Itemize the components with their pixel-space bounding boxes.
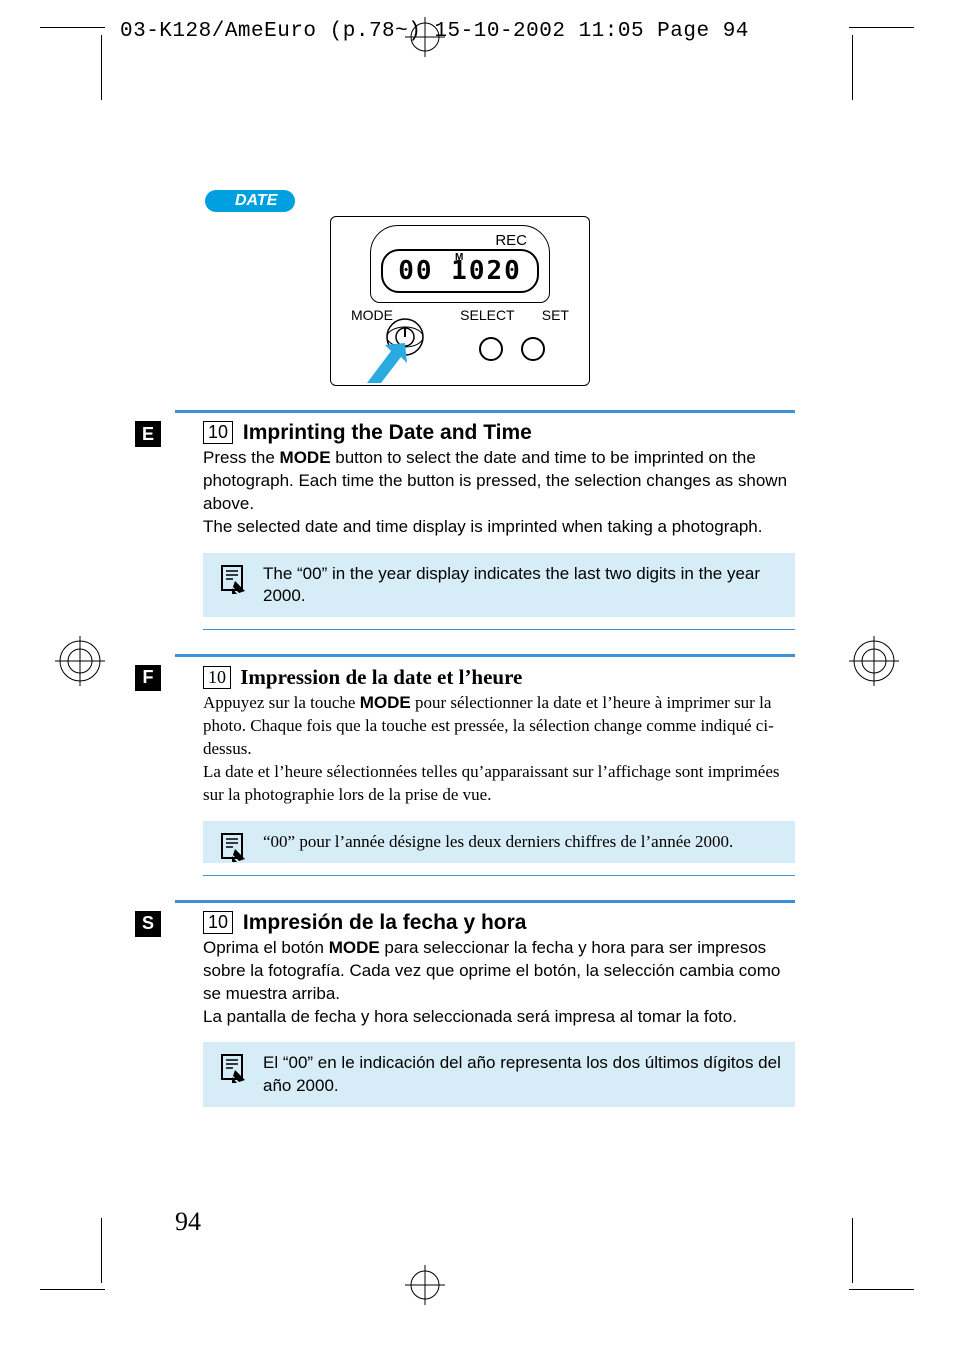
lcd-panel: REC M ' 00 1020 — [370, 225, 550, 303]
lcd-display: M ' 00 1020 — [381, 249, 539, 293]
registration-mark-left — [55, 636, 105, 686]
crop-mark — [40, 1289, 105, 1290]
step-number: 10 — [203, 911, 233, 934]
lcd-tick: ' — [401, 262, 403, 272]
crop-mark — [40, 27, 105, 28]
section-divider — [203, 875, 795, 876]
section-s: S10 Impresión de la fecha y horaOprima e… — [175, 900, 795, 1107]
section-e: E10 Imprinting the Date and TimePress th… — [175, 410, 795, 630]
page-number: 94 — [175, 1207, 201, 1237]
registration-mark-top — [405, 17, 445, 57]
set-button — [521, 337, 545, 361]
section-f: F10 Impression de la date et l’heureAppu… — [175, 654, 795, 876]
registration-mark-right — [849, 636, 899, 686]
section-heading: 10 Impresión de la fecha y hora — [203, 911, 795, 935]
crop-mark — [849, 27, 914, 28]
note-icon — [219, 563, 249, 603]
crop-mark — [101, 35, 102, 100]
crop-mark — [101, 1218, 102, 1283]
select-button — [479, 337, 503, 361]
note-box: El “00” en le indicación del año represe… — [203, 1042, 795, 1106]
button-circles — [389, 337, 545, 361]
section-body: Oprima el botón MODE para seleccionar la… — [203, 937, 795, 1029]
set-label: SET — [542, 307, 569, 323]
date-pill: DATE — [205, 190, 295, 212]
note-text: “00” pour l’année désigne les deux derni… — [263, 832, 733, 851]
lcd-m-indicator: M — [455, 252, 463, 263]
button-labels: MODE SELECT SET — [343, 307, 577, 323]
lang-badge: F — [135, 665, 161, 691]
section-body: Press the MODE button to select the date… — [203, 447, 795, 539]
note-box: “00” pour l’année désigne les deux derni… — [203, 821, 795, 863]
note-icon — [219, 1052, 249, 1092]
lang-badge: S — [135, 911, 161, 937]
crop-mark — [852, 35, 853, 100]
lang-badge: E — [135, 421, 161, 447]
page-content: DATE REC M ' 00 1020 MODE SELECT SET — [175, 190, 795, 1107]
select-label: SELECT — [460, 307, 514, 323]
registration-mark-bottom — [405, 1265, 445, 1305]
note-icon — [219, 831, 249, 871]
rec-label: REC — [381, 232, 527, 249]
section-heading: 10 Imprinting the Date and Time — [203, 421, 795, 445]
section-divider — [203, 629, 795, 630]
note-box: The “00” in the year display indicates t… — [203, 553, 795, 617]
note-text: El “00” en le indicación del año represe… — [263, 1053, 781, 1094]
note-text: The “00” in the year display indicates t… — [263, 564, 760, 605]
crop-mark — [849, 1289, 914, 1290]
step-number: 10 — [203, 421, 233, 444]
step-number: 10 — [203, 666, 231, 689]
section-body: Appuyez sur la touche MODE pour sélectio… — [203, 692, 795, 807]
crop-mark — [852, 1218, 853, 1283]
section-heading: 10 Impression de la date et l’heure — [203, 665, 795, 690]
device-diagram: REC M ' 00 1020 MODE SELECT SET — [330, 216, 590, 386]
